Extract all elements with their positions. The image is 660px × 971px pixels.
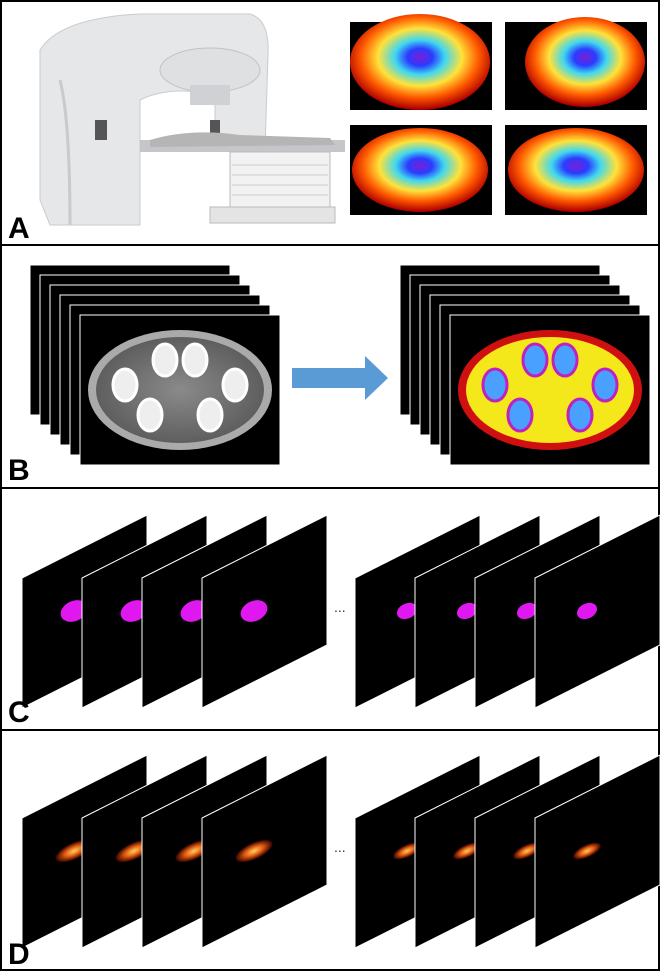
linac-machine: [40, 14, 345, 225]
bone: [593, 369, 617, 401]
dose-maps: [350, 14, 647, 215]
colored-ct-stack: [400, 265, 650, 465]
bone: [523, 344, 547, 376]
bone: [508, 399, 532, 431]
bone: [568, 399, 592, 431]
bone: [198, 399, 222, 431]
bone: [553, 344, 577, 376]
bone: [153, 344, 177, 376]
panel-label: A: [8, 212, 30, 245]
bone: [483, 369, 507, 401]
panel-label: B: [8, 454, 30, 487]
ellipsis: ...: [334, 839, 346, 855]
bone: [223, 369, 247, 401]
bone: [183, 344, 207, 376]
ellipsis: ...: [334, 599, 346, 615]
panel-label: C: [8, 696, 30, 729]
figure: A B C D ... ...: [0, 0, 660, 971]
panel-label: D: [8, 938, 30, 971]
arrow: [292, 356, 388, 400]
ct-stack: [30, 265, 280, 465]
bone: [113, 369, 137, 401]
bone: [138, 399, 162, 431]
